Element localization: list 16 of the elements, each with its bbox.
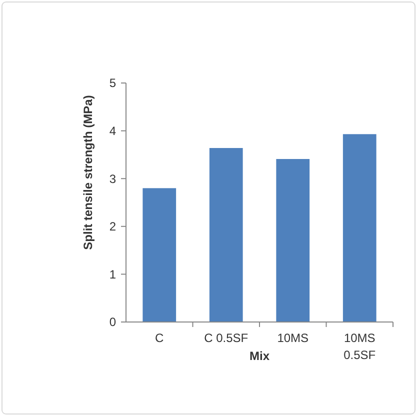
x-tick-label: C bbox=[155, 331, 164, 345]
y-axis-title: Split tensile strength (MPa) bbox=[81, 95, 95, 250]
y-tick-label: 1 bbox=[109, 267, 116, 282]
x-tick-label: 10MS bbox=[277, 331, 309, 345]
y-tick-label: 2 bbox=[109, 220, 116, 234]
bar bbox=[276, 159, 310, 322]
bar bbox=[342, 134, 376, 322]
bar bbox=[209, 148, 243, 322]
y-tick-label: 0 bbox=[109, 315, 116, 330]
y-tick-label: 4 bbox=[109, 124, 116, 138]
y-tick-label: 5 bbox=[109, 76, 116, 90]
y-tick-label: 3 bbox=[109, 172, 116, 186]
x-tick-label: 10MS 0.5SF bbox=[344, 331, 376, 362]
x-axis-title: Mix bbox=[249, 349, 270, 363]
x-tick-label: C 0.5SF bbox=[204, 331, 248, 345]
bar bbox=[142, 188, 176, 322]
